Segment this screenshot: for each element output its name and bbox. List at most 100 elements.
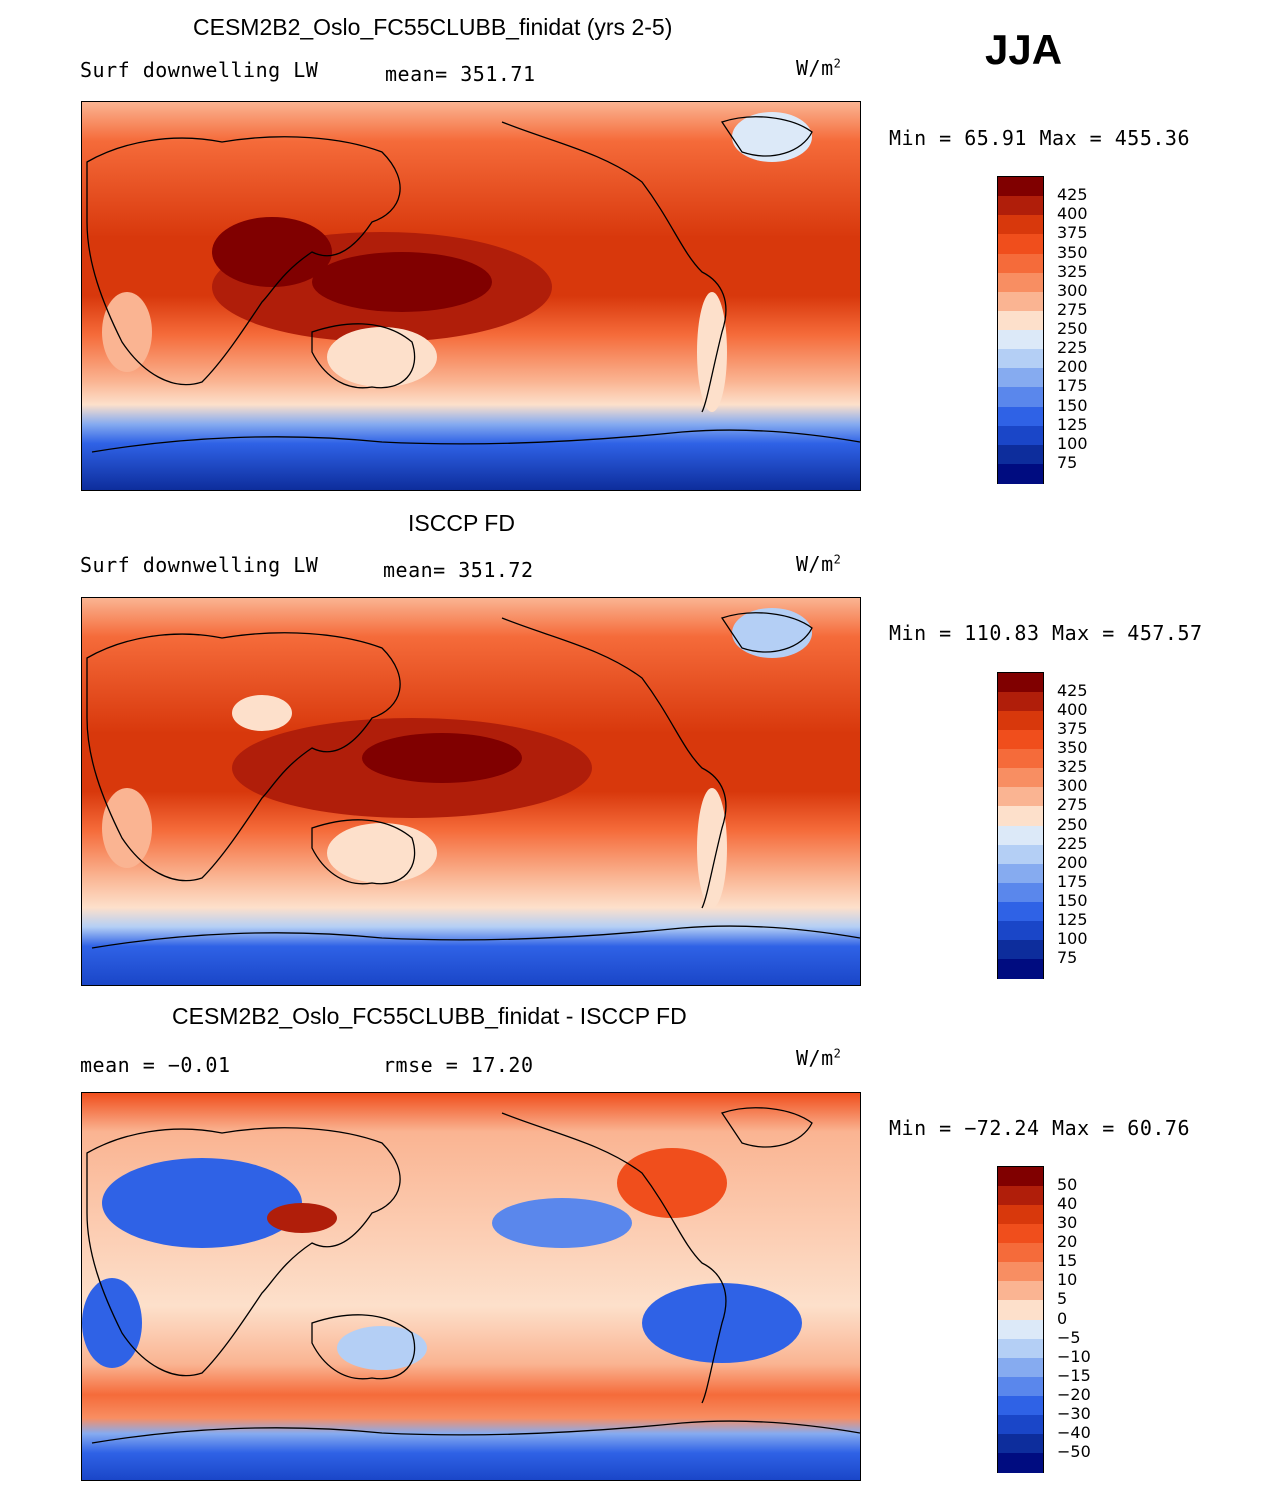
colorbar-box [998,272,1043,293]
colorbar-box [998,1452,1043,1473]
panel-3-tibet-positive [267,1203,337,1233]
panel-3-units: W/m2 [796,1046,842,1070]
panel-3-rmse-label: rmse = 17.20 [383,1053,534,1077]
colorbar-box [998,673,1043,693]
panel-2-coastlines [86,612,860,949]
panel-3-coastlines [86,1107,860,1444]
colorbar-tick-label: 5 [1057,1289,1068,1309]
colorbar-tick-label: −10 [1057,1346,1091,1366]
colorbar-box [998,711,1043,731]
panel-2-south-africa [102,788,152,868]
colorbar-box [998,1395,1043,1416]
colorbar-box [998,920,1043,941]
panel-1-arabia [212,217,332,287]
colorbar-tick-label: 20 [1057,1232,1078,1252]
colorbar-box [998,1357,1043,1378]
colorbar-box [998,368,1043,388]
colorbar-tick-label: 175 [1057,871,1088,891]
colorbar-box [998,882,1043,903]
colorbar-tick-label: −15 [1057,1365,1091,1385]
colorbar-box [998,692,1043,712]
panel-3-title: CESM2B2_Oslo_FC55CLUBB_finidat - ISCCP F… [172,1003,687,1029]
colorbar-box [998,1338,1043,1359]
panel-2-mean-label: mean= 351.72 [383,558,534,582]
panel-1-title: CESM2B2_Oslo_FC55CLUBB_finidat (yrs 2-5) [193,14,673,40]
panel-1-greenland [732,112,812,162]
colorbar-tick-label: 350 [1057,242,1088,262]
colorbar-tick-label: 425 [1057,681,1088,701]
panel-1-mean-label: mean= 351.71 [385,62,536,86]
colorbar-tick-label: 100 [1057,433,1088,453]
colorbar-tick-label: 40 [1057,1194,1078,1214]
colorbar-tick-label: 200 [1057,852,1088,872]
colorbar-tick-label: 325 [1057,261,1088,281]
colorbar-box [998,806,1043,826]
colorbar-box [998,196,1043,216]
panel-1-coastlines [86,116,860,453]
colorbar-tick-label: 400 [1057,204,1088,224]
colorbar-box [998,1262,1043,1282]
colorbar-tick-label: −5 [1057,1327,1081,1347]
colorbar-box [998,1376,1043,1397]
panel-2-variable-label: Surf downwelling LW [80,553,319,577]
colorbar-tick-label: −40 [1057,1422,1091,1442]
panel-3-australia-negative [337,1326,427,1370]
colorbar-tick-label: 200 [1057,357,1088,377]
panel-2-map [81,597,861,986]
colorbar-tick-label: 250 [1057,319,1088,338]
colorbar-box [998,425,1043,446]
panel-3-map [81,1092,861,1481]
panel-3-colorbar [997,1166,1044,1473]
colorbar-box [998,1300,1043,1320]
colorbar-box [998,1167,1043,1187]
colorbar-tick-label: 175 [1057,376,1088,396]
colorbar-box [998,787,1043,807]
colorbar-tick-label: 275 [1057,795,1088,815]
colorbar-tick-label: 250 [1057,814,1088,834]
panel-1-map [81,101,861,491]
colorbar-box [998,939,1043,960]
colorbar-tick-label: 100 [1057,928,1088,948]
panel-1-minmax: Min = 65.91 Max = 455.36 [889,126,1190,150]
panel-2-colorbar [997,672,1044,979]
colorbar-tick-label: 225 [1057,338,1088,358]
colorbar-tick-label: 275 [1057,299,1088,319]
colorbar-box [998,1205,1043,1225]
colorbar-box [998,901,1043,922]
colorbar-tick-label: 425 [1057,185,1088,205]
colorbar-box [998,1319,1043,1340]
colorbar-box [998,863,1043,884]
colorbar-tick-label: 375 [1057,719,1088,739]
colorbar-box [998,253,1043,274]
colorbar-box [998,406,1043,427]
panel-2-tibet [232,695,292,731]
colorbar-box [998,215,1043,235]
panel-1-warm-core [312,252,492,312]
season-label: JJA [985,26,1063,73]
panel-3-minmax: Min = −72.24 Max = 60.76 [889,1116,1190,1140]
colorbar-box [998,1224,1043,1244]
colorbar-box [998,330,1043,350]
panel-1-australia [327,327,437,387]
colorbar-tick-label: 150 [1057,395,1088,415]
colorbar-box [998,825,1043,846]
colorbar-tick-label: 30 [1057,1213,1078,1233]
colorbar-tick-label: −20 [1057,1384,1091,1404]
colorbar-box [998,444,1043,465]
panel-3-north-america-positive [617,1148,727,1218]
panel-2-title: ISCCP FD [408,510,515,536]
panel-3-pacific-negative [492,1198,632,1248]
panel-2-greenland [732,608,812,658]
colorbar-box [998,463,1043,484]
colorbar-tick-label: −50 [1057,1441,1091,1461]
panel-2-units: W/m2 [796,552,842,576]
panel-3-asia-negative [102,1158,302,1248]
panel-3-africa-negative [82,1278,142,1368]
colorbar-tick-label: 375 [1057,223,1088,243]
colorbar-tick-label: 325 [1057,757,1088,777]
colorbar-tick-label: 225 [1057,833,1088,853]
colorbar-tick-label: 350 [1057,738,1088,758]
colorbar-box [998,1243,1043,1263]
colorbar-box [998,1281,1043,1301]
colorbar-tick-label: 150 [1057,890,1088,910]
